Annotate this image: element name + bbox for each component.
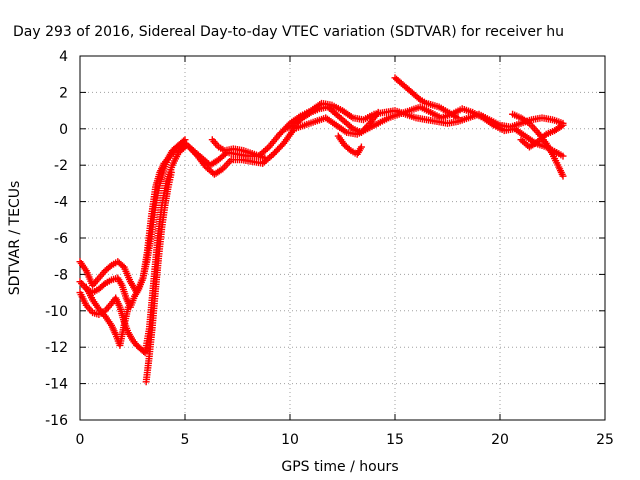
y-tick-label: 2 [59,85,68,101]
data-point [454,114,462,122]
y-tick-label: -8 [54,267,68,283]
x-tick-label: 20 [491,432,509,448]
data-point [559,121,567,129]
data-point [559,172,567,180]
x-tick-labels: 0 5 10 15 20 25 [76,432,614,448]
y-tick-label: -6 [54,231,68,247]
data-point [124,303,132,311]
y-tick-label: 0 [59,122,68,138]
data-point [357,143,365,151]
data-point [261,154,269,162]
y-tick-labels: -16 -14 -12 -10 -8 -6 -4 -2 0 2 4 [45,49,68,429]
data-point [415,94,423,102]
x-tick-label: 0 [76,432,85,448]
data-point [106,263,114,271]
y-tick-label: -10 [45,304,68,320]
data-point [374,108,382,116]
axis-ticks [79,55,606,421]
y-tick-label: -16 [45,413,68,429]
y-tick-label: -14 [45,377,68,393]
data-point [179,144,187,152]
x-tick-label: 25 [596,432,614,448]
y-axis-label: SDTVAR / TECUs [7,181,23,296]
x-tick-label: 10 [281,432,299,448]
x-tick-label: 5 [181,432,190,448]
data-point [559,152,567,160]
x-axis-label: GPS time / hours [281,459,398,475]
chart-title: Day 293 of 2016, Sidereal Day-to-day VTE… [13,24,564,40]
y-tick-label: -2 [54,158,68,174]
data-point [345,145,353,153]
data-point [100,281,108,289]
y-tick-label: 4 [59,49,68,65]
data-point [167,168,175,176]
y-tick-label: -4 [54,195,68,211]
y-tick-label: -12 [45,340,68,356]
data-points [76,74,567,386]
x-tick-label: 15 [386,432,404,448]
